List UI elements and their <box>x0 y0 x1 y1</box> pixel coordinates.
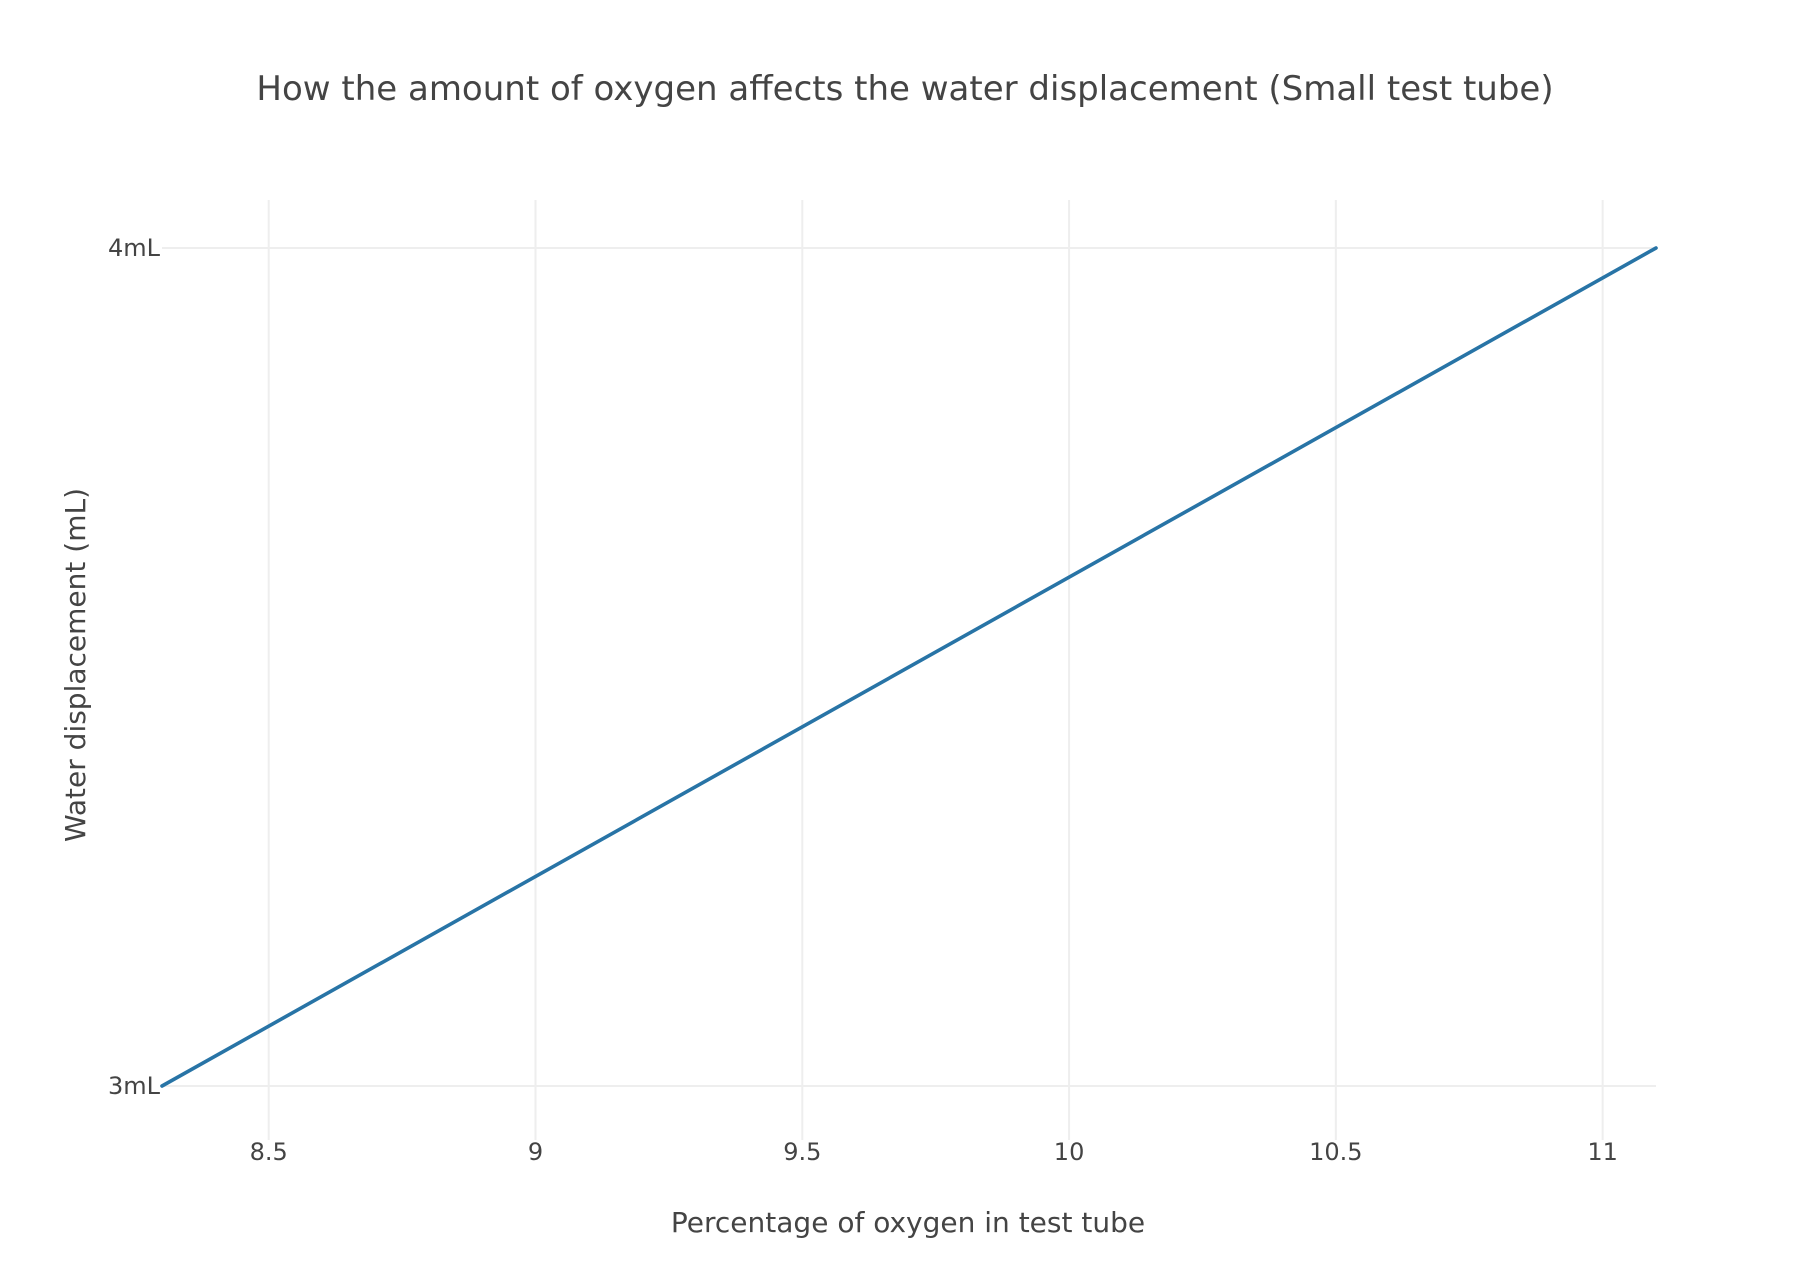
x-axis-ticks: 8.5 9 9.5 10 10.5 11 <box>250 1138 1618 1166</box>
x-tick-label: 9 <box>528 1138 543 1166</box>
plot-series <box>160 246 1658 1088</box>
y-tick-label: 4mL <box>108 234 161 262</box>
x-tick-label: 10 <box>1054 1138 1085 1166</box>
x-tick-label: 10.5 <box>1309 1138 1362 1166</box>
grid <box>162 200 1656 1140</box>
y-axis-ticks: 3mL 4mL <box>108 234 161 1100</box>
chart-title: How the amount of oxygen affects the wat… <box>256 69 1553 109</box>
y-tick-label: 3mL <box>108 1072 161 1100</box>
x-tick-label: 11 <box>1587 1138 1618 1166</box>
series-line-0 <box>160 246 1658 1088</box>
y-axis-title: Water displacement (mL) <box>59 488 92 842</box>
x-axis-title: Percentage of oxygen in test tube <box>671 1206 1145 1239</box>
x-tick-label: 8.5 <box>250 1138 288 1166</box>
x-tick-label: 9.5 <box>783 1138 821 1166</box>
